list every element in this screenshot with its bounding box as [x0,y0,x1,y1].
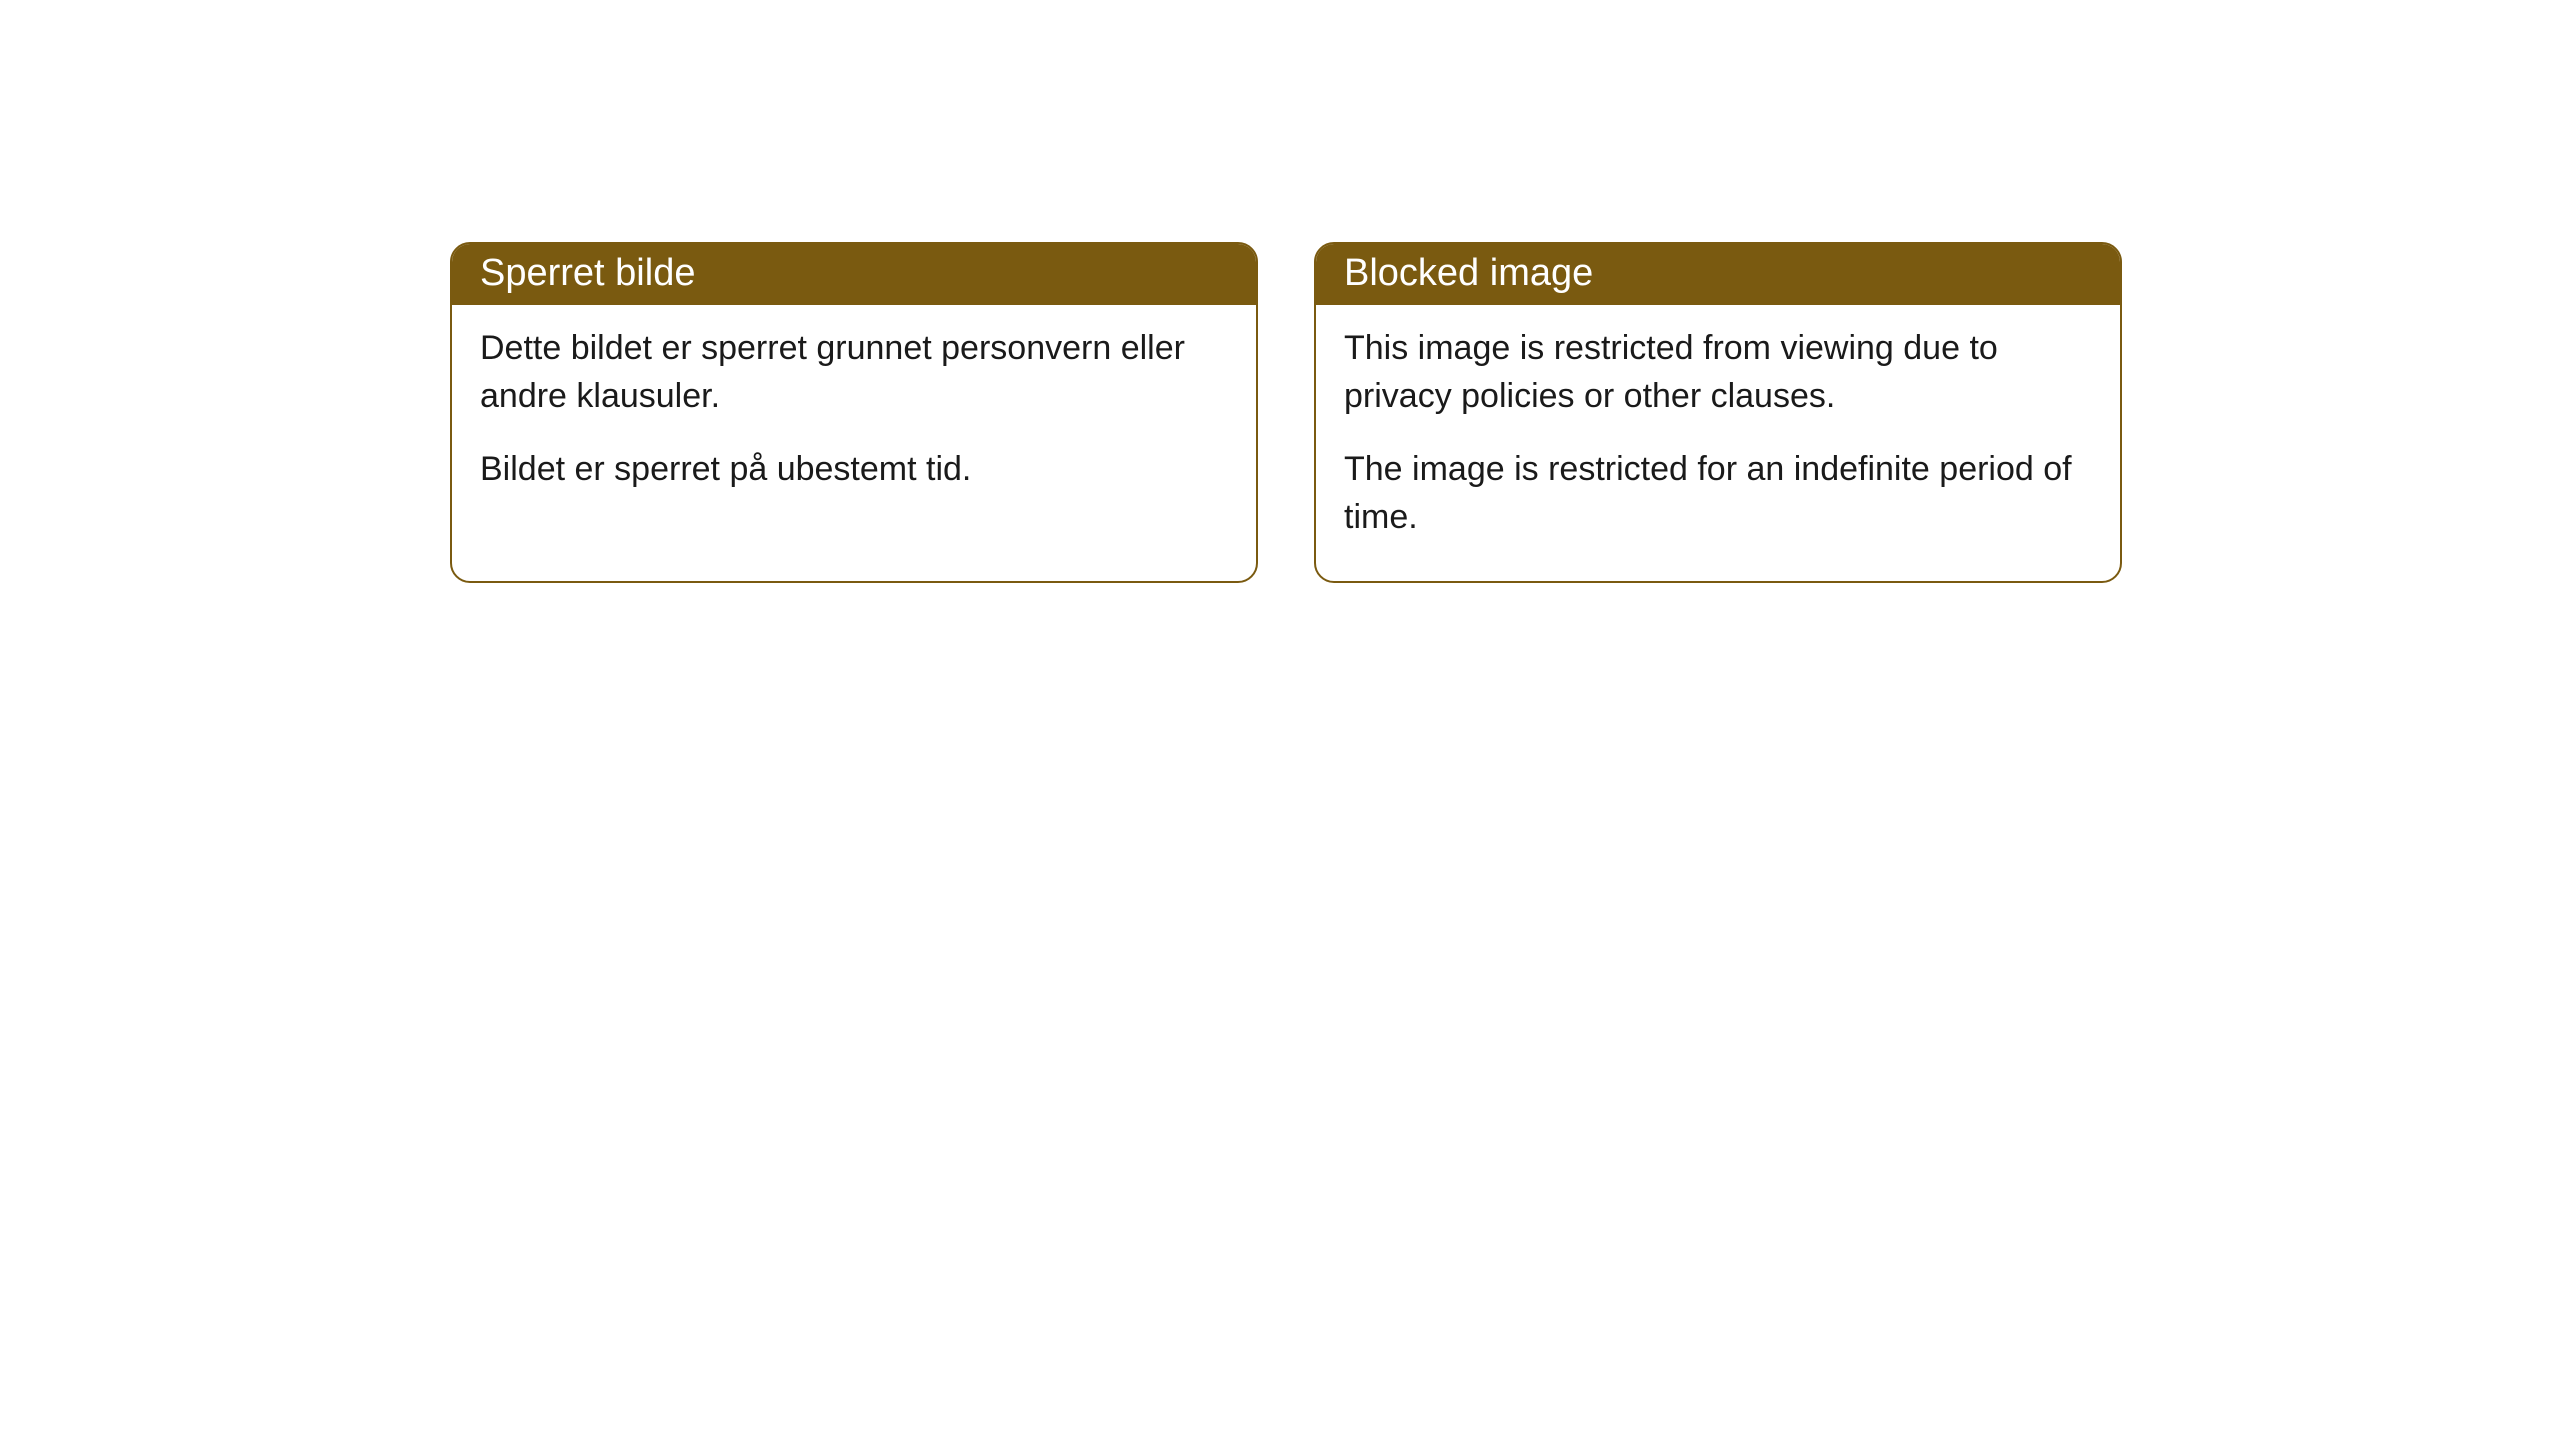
notice-text-1-norwegian: Dette bildet er sperret grunnet personve… [480,325,1228,420]
notice-header-norwegian: Sperret bilde [452,244,1256,305]
notice-body-norwegian: Dette bildet er sperret grunnet personve… [452,305,1256,534]
notice-box-english: Blocked image This image is restricted f… [1314,242,2122,583]
notice-text-2-norwegian: Bildet er sperret på ubestemt tid. [480,446,1228,494]
notice-text-2-english: The image is restricted for an indefinit… [1344,446,2092,541]
notice-box-norwegian: Sperret bilde Dette bildet er sperret gr… [450,242,1258,583]
notice-text-1-english: This image is restricted from viewing du… [1344,325,2092,420]
notice-body-english: This image is restricted from viewing du… [1316,305,2120,581]
notice-container: Sperret bilde Dette bildet er sperret gr… [0,0,2560,583]
notice-header-english: Blocked image [1316,244,2120,305]
